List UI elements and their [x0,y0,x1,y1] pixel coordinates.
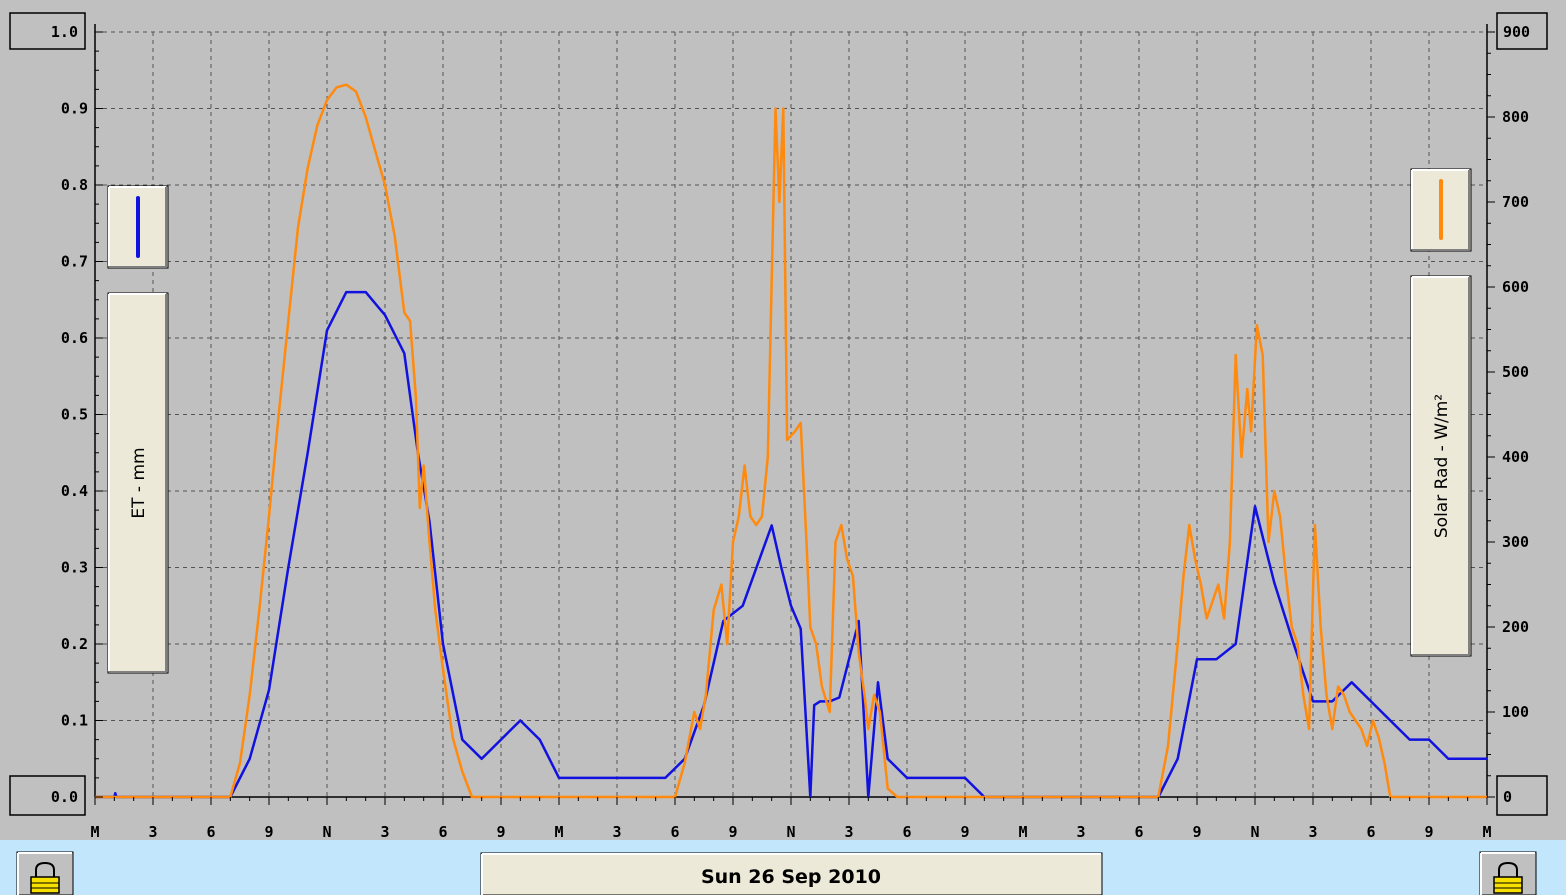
right-axis-bottom-box [1496,775,1548,816]
et-series-line [95,290,1487,799]
x-tick-label: 6 [206,823,215,841]
right-lock-icon[interactable] [1479,851,1537,895]
right-tick-label: 500 [1502,363,1529,381]
left-tick-label: 0.1 [61,712,88,730]
left-tick-label: 0.5 [61,406,88,424]
right-tick-label: 300 [1502,533,1529,551]
left-tick-label: 0.2 [61,635,88,653]
right-tick-label: 400 [1502,448,1529,466]
x-tick-label: M [1482,823,1491,841]
x-tick-label: N [322,823,331,841]
x-tick-label: 6 [670,823,679,841]
right-tick-label: 800 [1502,108,1529,126]
series-layer [95,83,1487,799]
x-tick-label: 9 [1424,823,1433,841]
left-axis-label: ET - mm [129,447,149,518]
x-tick-label: 3 [380,823,389,841]
x-tick-label: 9 [728,823,737,841]
right-axis-top-label: 900 [1503,23,1530,41]
left-tick-label: 0.9 [61,100,88,118]
left-axis-label-panel: ET - mm [107,292,169,674]
grid [94,31,1488,798]
left-tick-label: 0.3 [61,559,88,577]
x-tick-label: 3 [844,823,853,841]
x-tick-label: 9 [264,823,273,841]
x-tick-label: M [1018,823,1027,841]
left-axis-top-box [9,12,86,50]
right-series-legend[interactable] [1410,168,1472,252]
x-tick-label: M [90,823,99,841]
x-tick-label: 3 [1308,823,1317,841]
left-axis-bottom-box [9,775,86,816]
right-axis-bottom-label: 0 [1503,788,1512,806]
tick-layer: 0.1 0.2 0.3 0.4 0.5 0.6 0.7 0.8 0.9 100 200 300 400 5… [61,31,1529,841]
x-tick-label: M [554,823,563,841]
left-tick-label: 0.4 [61,482,88,500]
x-tick-label: 9 [1192,823,1201,841]
x-tick-label: 3 [148,823,157,841]
right-axis-label: Solar Rad - W/m² [1432,394,1452,538]
left-lock-icon[interactable] [16,851,74,895]
x-tick-label: 6 [1134,823,1143,841]
right-tick-label: 700 [1502,193,1529,211]
x-tick-label: 6 [1366,823,1375,841]
x-tick-label: N [786,823,795,841]
x-tick-label: 6 [902,823,911,841]
right-axis-top-box [1496,12,1548,50]
right-tick-label: 600 [1502,278,1529,296]
date-label: Sun 26 Sep 2010 [701,866,881,888]
left-tick-label: 0.8 [61,176,88,194]
x-tick-label: 3 [1076,823,1085,841]
x-tick-label: 9 [960,823,969,841]
x-tick-label: 6 [438,823,447,841]
x-tick-label: 3 [612,823,621,841]
right-tick-label: 100 [1502,703,1529,721]
left-axis-bottom-label: 0.0 [51,788,78,806]
date-button[interactable]: Sun 26 Sep 2010 [480,852,1103,895]
solar-rad-series-line [95,83,1487,799]
x-tick-label: 9 [496,823,505,841]
left-axis-top-label: 1.0 [51,23,78,41]
left-series-legend[interactable] [107,185,169,269]
right-axis-label-panel: Solar Rad - W/m² [1410,275,1472,657]
right-tick-label: 200 [1502,618,1529,636]
left-tick-label: 0.6 [61,329,88,347]
left-tick-label: 0.7 [61,253,88,271]
x-tick-label: N [1250,823,1259,841]
